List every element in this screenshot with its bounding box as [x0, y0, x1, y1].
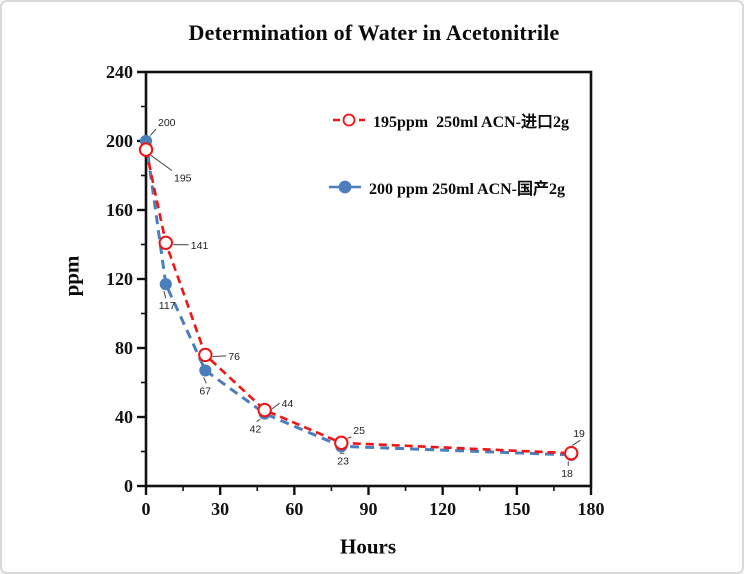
y-tick-label: 0 [124, 476, 133, 496]
label-leader-line [571, 439, 581, 447]
x-tick-label: 180 [578, 499, 605, 519]
series-line-1 [144, 140, 572, 457]
x-tick-label: 120 [429, 499, 456, 519]
label-leader-line [271, 402, 280, 410]
data-point-marker [159, 278, 172, 291]
x-tick-label: 60 [285, 499, 303, 519]
data-point-label: 25 [353, 425, 365, 437]
label-leader-line [150, 128, 157, 136]
data-point-marker [158, 235, 173, 250]
chart-title: Determination of Water in Acetonitrile [188, 20, 560, 45]
x-tick-label: 30 [211, 499, 229, 519]
data-point-marker [334, 435, 349, 451]
y-tick-label: 80 [115, 338, 133, 358]
data-point-marker [199, 364, 212, 377]
data-point-marker [198, 347, 213, 363]
data-point-label: 18 [561, 468, 573, 480]
x-tick-label: 90 [360, 499, 378, 519]
data-point-label: 42 [250, 424, 262, 436]
y-tick-label: 200 [106, 131, 133, 151]
data-point-label: 67 [199, 385, 211, 397]
x-tick-label: 0 [142, 499, 151, 519]
y-tick-label: 160 [106, 200, 133, 220]
plot-frame [144, 70, 593, 488]
label-leader-line [150, 155, 173, 172]
label-leader-line [212, 355, 227, 358]
label-leader-line [163, 290, 167, 299]
y-tick-label: 240 [106, 62, 133, 82]
data-point-marker [564, 446, 579, 461]
data-point-marker [257, 402, 272, 418]
y-tick-label: 40 [115, 407, 133, 427]
x-tick-label: 150 [503, 499, 530, 519]
data-point-label: 200 [158, 117, 176, 129]
label-leader-line [256, 418, 261, 422]
data-point-marker [138, 142, 154, 157]
data-point-label: 195 [174, 173, 192, 185]
label-leader-line [203, 377, 207, 384]
data-point-label: 117 [159, 300, 176, 312]
series-line-0 [144, 149, 572, 455]
label-leader-line [347, 436, 352, 439]
data-point-label: 76 [228, 351, 240, 363]
data-point-label: 141 [191, 240, 209, 252]
y-tick-label: 120 [106, 269, 133, 289]
data-point-label: 23 [337, 455, 349, 467]
data-point-label: 19 [573, 428, 585, 440]
data-point-label: 44 [282, 398, 294, 410]
x-axis-label: Hours [339, 534, 397, 559]
